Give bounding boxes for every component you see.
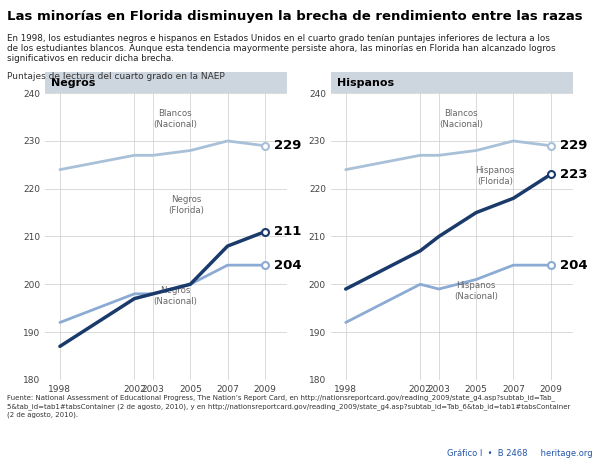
Text: Negros
(Florida): Negros (Florida) — [169, 195, 205, 215]
Text: de los estudiantes blancos. Aunque esta tendencia mayormente persiste ahora, las: de los estudiantes blancos. Aunque esta … — [7, 44, 556, 53]
FancyBboxPatch shape — [331, 72, 573, 93]
Text: Fuente: National Assessment of Educational Progress, The Nation’s Report Card, e: Fuente: National Assessment of Education… — [7, 394, 571, 418]
Text: Hispanos
(Florida): Hispanos (Florida) — [475, 166, 514, 186]
Text: significativos en reducir dicha brecha.: significativos en reducir dicha brecha. — [7, 54, 174, 63]
Text: Las minorías en Florida disminuyen la brecha de rendimiento entre las razas: Las minorías en Florida disminuyen la br… — [7, 10, 583, 23]
FancyBboxPatch shape — [45, 72, 287, 93]
Text: Puntajes de lectura del cuarto grado en la NAEP: Puntajes de lectura del cuarto grado en … — [7, 72, 225, 81]
Text: Blancos
(Nacional): Blancos (Nacional) — [439, 109, 483, 129]
Text: Blancos
(Nacional): Blancos (Nacional) — [154, 109, 197, 129]
Text: Negros
(Nacional): Negros (Nacional) — [154, 286, 197, 306]
Text: En 1998, los estudiantes negros e hispanos en Estados Unidos en el cuarto grado : En 1998, los estudiantes negros e hispan… — [7, 34, 550, 42]
Text: 211: 211 — [274, 225, 302, 238]
Text: 204: 204 — [274, 259, 302, 272]
Text: 204: 204 — [560, 259, 587, 272]
Text: Gráfico I  •  B 2468     heritage.org: Gráfico I • B 2468 heritage.org — [447, 449, 593, 458]
Text: Negros: Negros — [51, 78, 95, 88]
Text: 229: 229 — [274, 139, 302, 152]
Text: 223: 223 — [560, 168, 587, 181]
Text: Hispanos
(Nacional): Hispanos (Nacional) — [454, 281, 498, 301]
Text: 229: 229 — [560, 139, 587, 152]
Text: Hispanos: Hispanos — [337, 78, 394, 88]
